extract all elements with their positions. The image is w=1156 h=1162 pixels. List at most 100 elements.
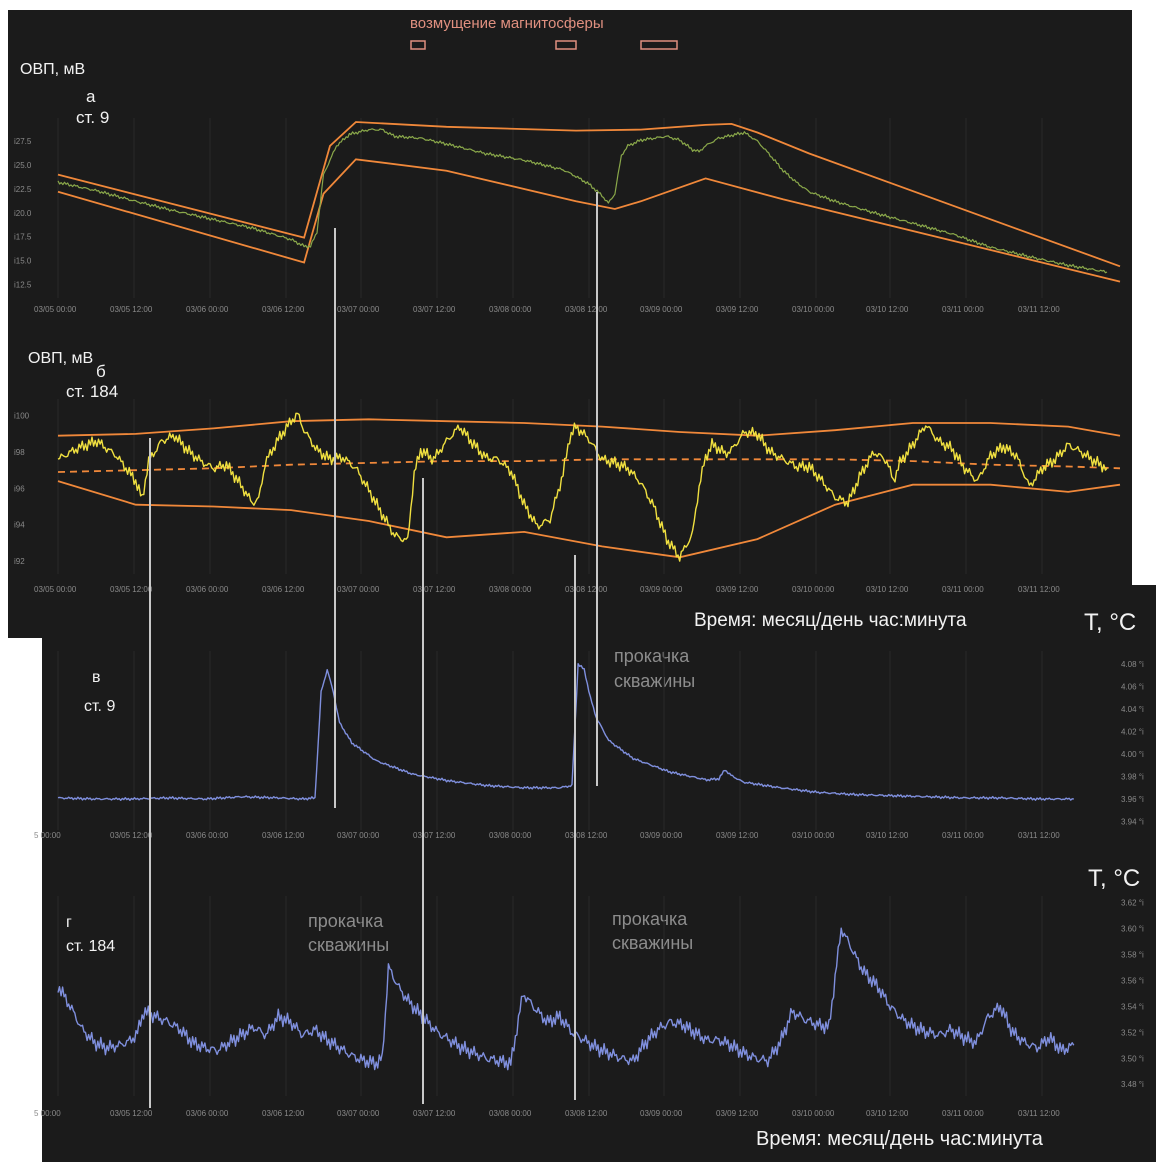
pumping-markers — [149, 192, 598, 1108]
panel-a-station: ст. 9 — [76, 108, 109, 127]
panel-g-y-tick-label: 3.48 °i — [1121, 1080, 1144, 1089]
panel-b-y-tick-label: i92 — [14, 557, 25, 566]
panel-a-ylabel: ОВП, мВ — [20, 61, 85, 78]
panel-v-annotation-line2: скважины — [614, 671, 695, 691]
panel-v-x-tick-label: 03/11 12:00 — [1018, 831, 1060, 840]
panel-v-x-tick-label: 03/09 00:00 — [640, 831, 683, 840]
panel-g-station: ст. 184 — [66, 938, 115, 955]
panel-v-y-tick-label: 4.04 °i — [1121, 705, 1144, 714]
panel-g-x-tick-label: 03/09 12:00 — [716, 1109, 759, 1118]
panel-a-x-tick-label: 03/07 12:00 — [413, 305, 456, 314]
panel-a-x-tick-label: 03/06 00:00 — [186, 305, 229, 314]
panel-g-x-tick-label: 03/09 00:00 — [640, 1109, 683, 1118]
panel-g-x-tick-label: 5 00:00 — [34, 1109, 61, 1118]
panel-v-x-tick-label: 5 00:00 — [34, 831, 61, 840]
panel-b-x-tick-label: 03/10 12:00 — [866, 585, 909, 594]
panel-a-envelope-lower — [57, 158, 1121, 283]
panel-g-x-tick-label: 03/08 12:00 — [565, 1109, 608, 1118]
panel-a-x-tick-label: 03/08 12:00 — [565, 305, 608, 314]
panel-g-y-tick-label: 3.58 °i — [1121, 950, 1144, 959]
panel-g-x-tick-label: 03/05 12:00 — [110, 1109, 153, 1118]
xlabel-bottom: Время: месяц/день час:минута — [756, 1128, 1044, 1150]
panel-a-y-tick-label: i17.5 — [14, 233, 32, 242]
panel-b-x-tick-label: 03/05 00:00 — [34, 585, 77, 594]
panel-g-y-tick-label: 3.56 °i — [1121, 976, 1144, 985]
panel-a-y-tick-label: i27.5 — [14, 137, 32, 146]
bg-top-band — [8, 10, 1132, 110]
panel-v-x-tick-label: 03/10 00:00 — [792, 831, 835, 840]
panel-b-x-tick-label: 03/09 00:00 — [640, 585, 683, 594]
panel-g-letter: г — [66, 914, 72, 931]
panel-b-x-tick-label: 03/08 12:00 — [565, 585, 608, 594]
panel-g-x-tick-label: 03/07 00:00 — [337, 1109, 380, 1118]
panel-b-envelope-upper — [57, 418, 1121, 437]
panel-b-series-line — [57, 412, 1108, 562]
panel-b-x-tick-label: 03/11 12:00 — [1018, 585, 1060, 594]
panel-g-x-tick-label: 03/10 00:00 — [792, 1109, 835, 1118]
panel-g-x-tick-label: 03/06 00:00 — [186, 1109, 229, 1118]
xlabel-top: Время: месяц/день час:минута — [694, 610, 967, 631]
panel-a-y-tick-label: i15.0 — [14, 257, 32, 266]
panel-v-y-tick-label: 4.00 °i — [1121, 750, 1144, 759]
panel-v-station: ст. 9 — [84, 698, 115, 715]
panel-b-x-tick-label: 03/11 00:00 — [942, 585, 984, 594]
panel-v-x-tick-label: 03/07 12:00 — [413, 831, 456, 840]
magnetosphere-box-1 — [410, 40, 426, 50]
panel-v-y-tick-label: 4.06 °i — [1121, 683, 1144, 692]
panel-v-x-tick-label: 03/05 12:00 — [110, 831, 153, 840]
panel-v-y-tick-label: 3.94 °i — [1121, 818, 1144, 827]
panel-v-x-tick-label: 03/10 12:00 — [866, 831, 909, 840]
panel-a-y-tick-label: i20.0 — [14, 209, 32, 218]
panel-v-x-tick-label: 03/11 00:00 — [942, 831, 984, 840]
panel-v-x-tick-label: 03/08 12:00 — [565, 831, 608, 840]
panel-v-x-tick-label: 03/08 00:00 — [489, 831, 532, 840]
panel-b-x-tick-label: 03/10 00:00 — [792, 585, 835, 594]
magnetosphere-box-3 — [640, 40, 678, 50]
panel-a-x-tick-label: 03/07 00:00 — [337, 305, 380, 314]
panel-v-x-tick-label: 03/06 12:00 — [262, 831, 305, 840]
panel-a-x-tick-label: 03/09 12:00 — [716, 305, 759, 314]
panel-b-x-tick-label: 03/07 00:00 — [337, 585, 380, 594]
charts-layer: 03/05 00:00 03/05 12:00 03/06 00:00 03/06 1… — [14, 118, 1144, 1118]
panel-a-y-tick-label: i25.0 — [14, 161, 32, 170]
panel-g-annotation-1-line1: прокачка — [308, 911, 384, 931]
panel-v-ylabel: T, °C — [1084, 609, 1136, 636]
panel-b-x-tick-label: 03/09 12:00 — [716, 585, 759, 594]
panel-v-series-line — [57, 663, 1074, 801]
panel-b-ylabel: ОВП, мВ — [28, 350, 93, 367]
panel-a-x-tick-label: 03/08 00:00 — [489, 305, 532, 314]
panel-v-y-tick-label: 4.02 °i — [1121, 728, 1144, 737]
panel-v-letter: в — [92, 669, 101, 686]
panel-a-y-tick-label: i22.5 — [14, 185, 32, 194]
panel-a-x-tick-label: 03/10 12:00 — [866, 305, 909, 314]
panel-a-x-tick-label: 03/10 00:00 — [792, 305, 835, 314]
panel-a-y-tick-label: i12.5 — [14, 280, 32, 289]
panel-v-x-tick-label: 03/07 00:00 — [337, 831, 380, 840]
panel-v-x-tick-label: 03/09 12:00 — [716, 831, 759, 840]
panel-b-y-tick-label: i94 — [14, 521, 25, 530]
panel-v-y-tick-label: 3.98 °i — [1121, 773, 1144, 782]
panel-g-y-tick-label: 3.62 °i — [1121, 899, 1144, 908]
panel-a-series-line — [57, 128, 1108, 274]
panel-b-letter: б — [96, 362, 106, 381]
panel-a-letter: а — [86, 87, 96, 106]
panel-b-envelope-lower — [57, 480, 1121, 559]
panel-b-x-tick-label: 03/06 00:00 — [186, 585, 229, 594]
panel-g-x-tick-label: 03/11 00:00 — [942, 1109, 984, 1118]
panel-g-annotation-2-line1: прокачка — [612, 909, 688, 929]
panel-g-y-tick-label: 3.52 °i — [1121, 1028, 1144, 1037]
panel-a-x-tick-label: 03/05 00:00 — [34, 305, 77, 314]
panel-b-x-tick-label: 03/06 12:00 — [262, 585, 305, 594]
panel-g-y-tick-label: 3.50 °i — [1121, 1054, 1144, 1063]
panel-g-x-tick-label: 03/07 12:00 — [413, 1109, 456, 1118]
panel-g-ylabel: T, °C — [1088, 865, 1140, 892]
panel-b-x-tick-label: 03/07 12:00 — [413, 585, 456, 594]
panel-v-y-tick-label: 4.08 °i — [1121, 660, 1144, 669]
panel-g-x-tick-label: 03/11 12:00 — [1018, 1109, 1060, 1118]
panel-b-trend-line — [57, 458, 1121, 473]
panel-a-envelope-upper — [57, 121, 1121, 268]
magnetosphere-label: возмущение магнитосферы — [410, 15, 604, 32]
panel-v-annotation-line1: прокачка — [614, 646, 690, 666]
panel-a-x-tick-label: 03/11 12:00 — [1018, 305, 1060, 314]
